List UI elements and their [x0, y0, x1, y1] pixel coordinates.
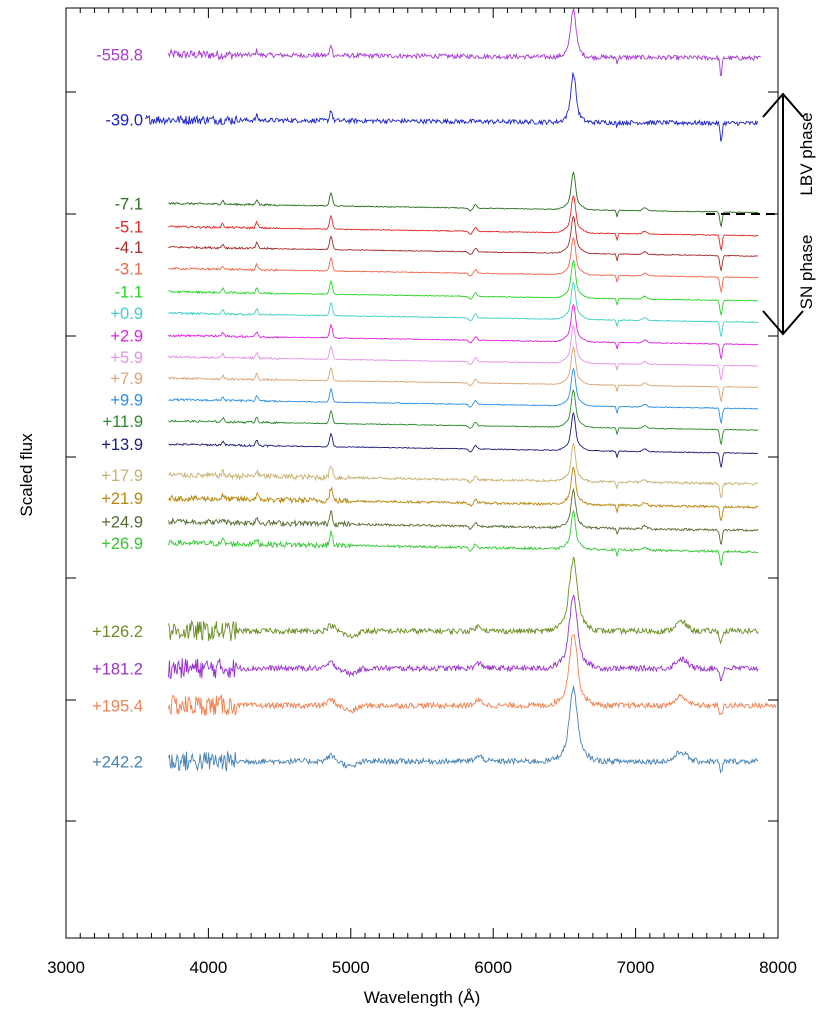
- x-tick-label: 5000: [332, 958, 370, 977]
- series-label: +195.4: [92, 698, 143, 716]
- spectrum-line: [168, 634, 777, 716]
- lbv-phase-label: LBV phase: [797, 112, 816, 195]
- spectrum-line: [168, 281, 759, 338]
- x-tick-label: 3000: [47, 958, 85, 977]
- spectrum-line: [168, 303, 759, 360]
- spectrum-line: [168, 215, 759, 272]
- series-label: +24.9: [101, 513, 143, 531]
- x-tick-label: 7000: [617, 958, 655, 977]
- series-label: +0.9: [110, 305, 143, 323]
- spectrum-line: [168, 259, 759, 317]
- spectrum-line: [168, 466, 759, 522]
- series-label: +11.9: [102, 413, 143, 431]
- series-label: +21.9: [101, 490, 143, 508]
- y-axis-label: Scaled flux: [17, 433, 36, 517]
- series-layer: [145, 8, 777, 774]
- y-axis-ticks: [66, 91, 778, 822]
- series-label: +181.2: [92, 660, 143, 678]
- series-labels: -558.8 -39.0 -7.1 -5.1 -4.1 -3.1 -1.1 +0.9 +2.9 +…: [92, 47, 143, 772]
- spectrum-line: [168, 509, 759, 567]
- series-label: -39.0: [105, 112, 143, 130]
- series-label: -4.1: [115, 239, 143, 257]
- series-label: -558.8: [96, 47, 143, 65]
- sn-phase-label: SN phase: [797, 235, 816, 310]
- phase-bracket: LBV phase SN phase: [706, 92, 816, 336]
- series-label: +5.9: [110, 349, 143, 367]
- spectrum-line: [168, 487, 759, 546]
- series-label: -7.1: [115, 195, 143, 213]
- series-label: +242.2: [92, 753, 143, 771]
- series-label: -1.1: [115, 284, 143, 302]
- x-tick-label: 6000: [474, 958, 512, 977]
- series-label: +13.9: [101, 436, 143, 454]
- series-label: +9.9: [110, 392, 143, 410]
- spectrum-line: [168, 324, 759, 381]
- series-label: +17.9: [101, 467, 143, 485]
- series-label: +26.9: [101, 535, 143, 553]
- series-label: -3.1: [115, 260, 143, 278]
- spectrum-line: [168, 556, 759, 645]
- spectrum-line: [145, 72, 758, 142]
- spectrum-line: [168, 367, 759, 425]
- spectrum-line: [168, 411, 759, 469]
- x-tick-label: 8000: [759, 958, 797, 977]
- series-label: +7.9: [110, 370, 143, 388]
- x-axis-label: Wavelength (Å): [364, 988, 481, 1007]
- spectrum-line: [168, 388, 759, 446]
- spectrum-line: [168, 8, 761, 77]
- series-label: -5.1: [115, 219, 143, 237]
- x-tick-label: 4000: [189, 958, 227, 977]
- phase-arrow-top: [762, 92, 804, 118]
- spectrum-line: [168, 345, 759, 403]
- spectrum-line: [168, 593, 759, 682]
- spectrum-line: [168, 442, 759, 499]
- series-label: +126.2: [92, 623, 143, 641]
- series-label: +2.9: [110, 327, 143, 345]
- spectrum-line: [168, 237, 759, 294]
- x-axis-ticks: 3000 4000 5000 6000 7000 8000: [47, 8, 797, 977]
- spectrum-line: [168, 171, 759, 228]
- phase-arrow-bottom: [762, 310, 804, 336]
- plot-frame: [65, 7, 779, 939]
- spectrum-line: [168, 686, 759, 774]
- spectrum-line: [168, 194, 759, 252]
